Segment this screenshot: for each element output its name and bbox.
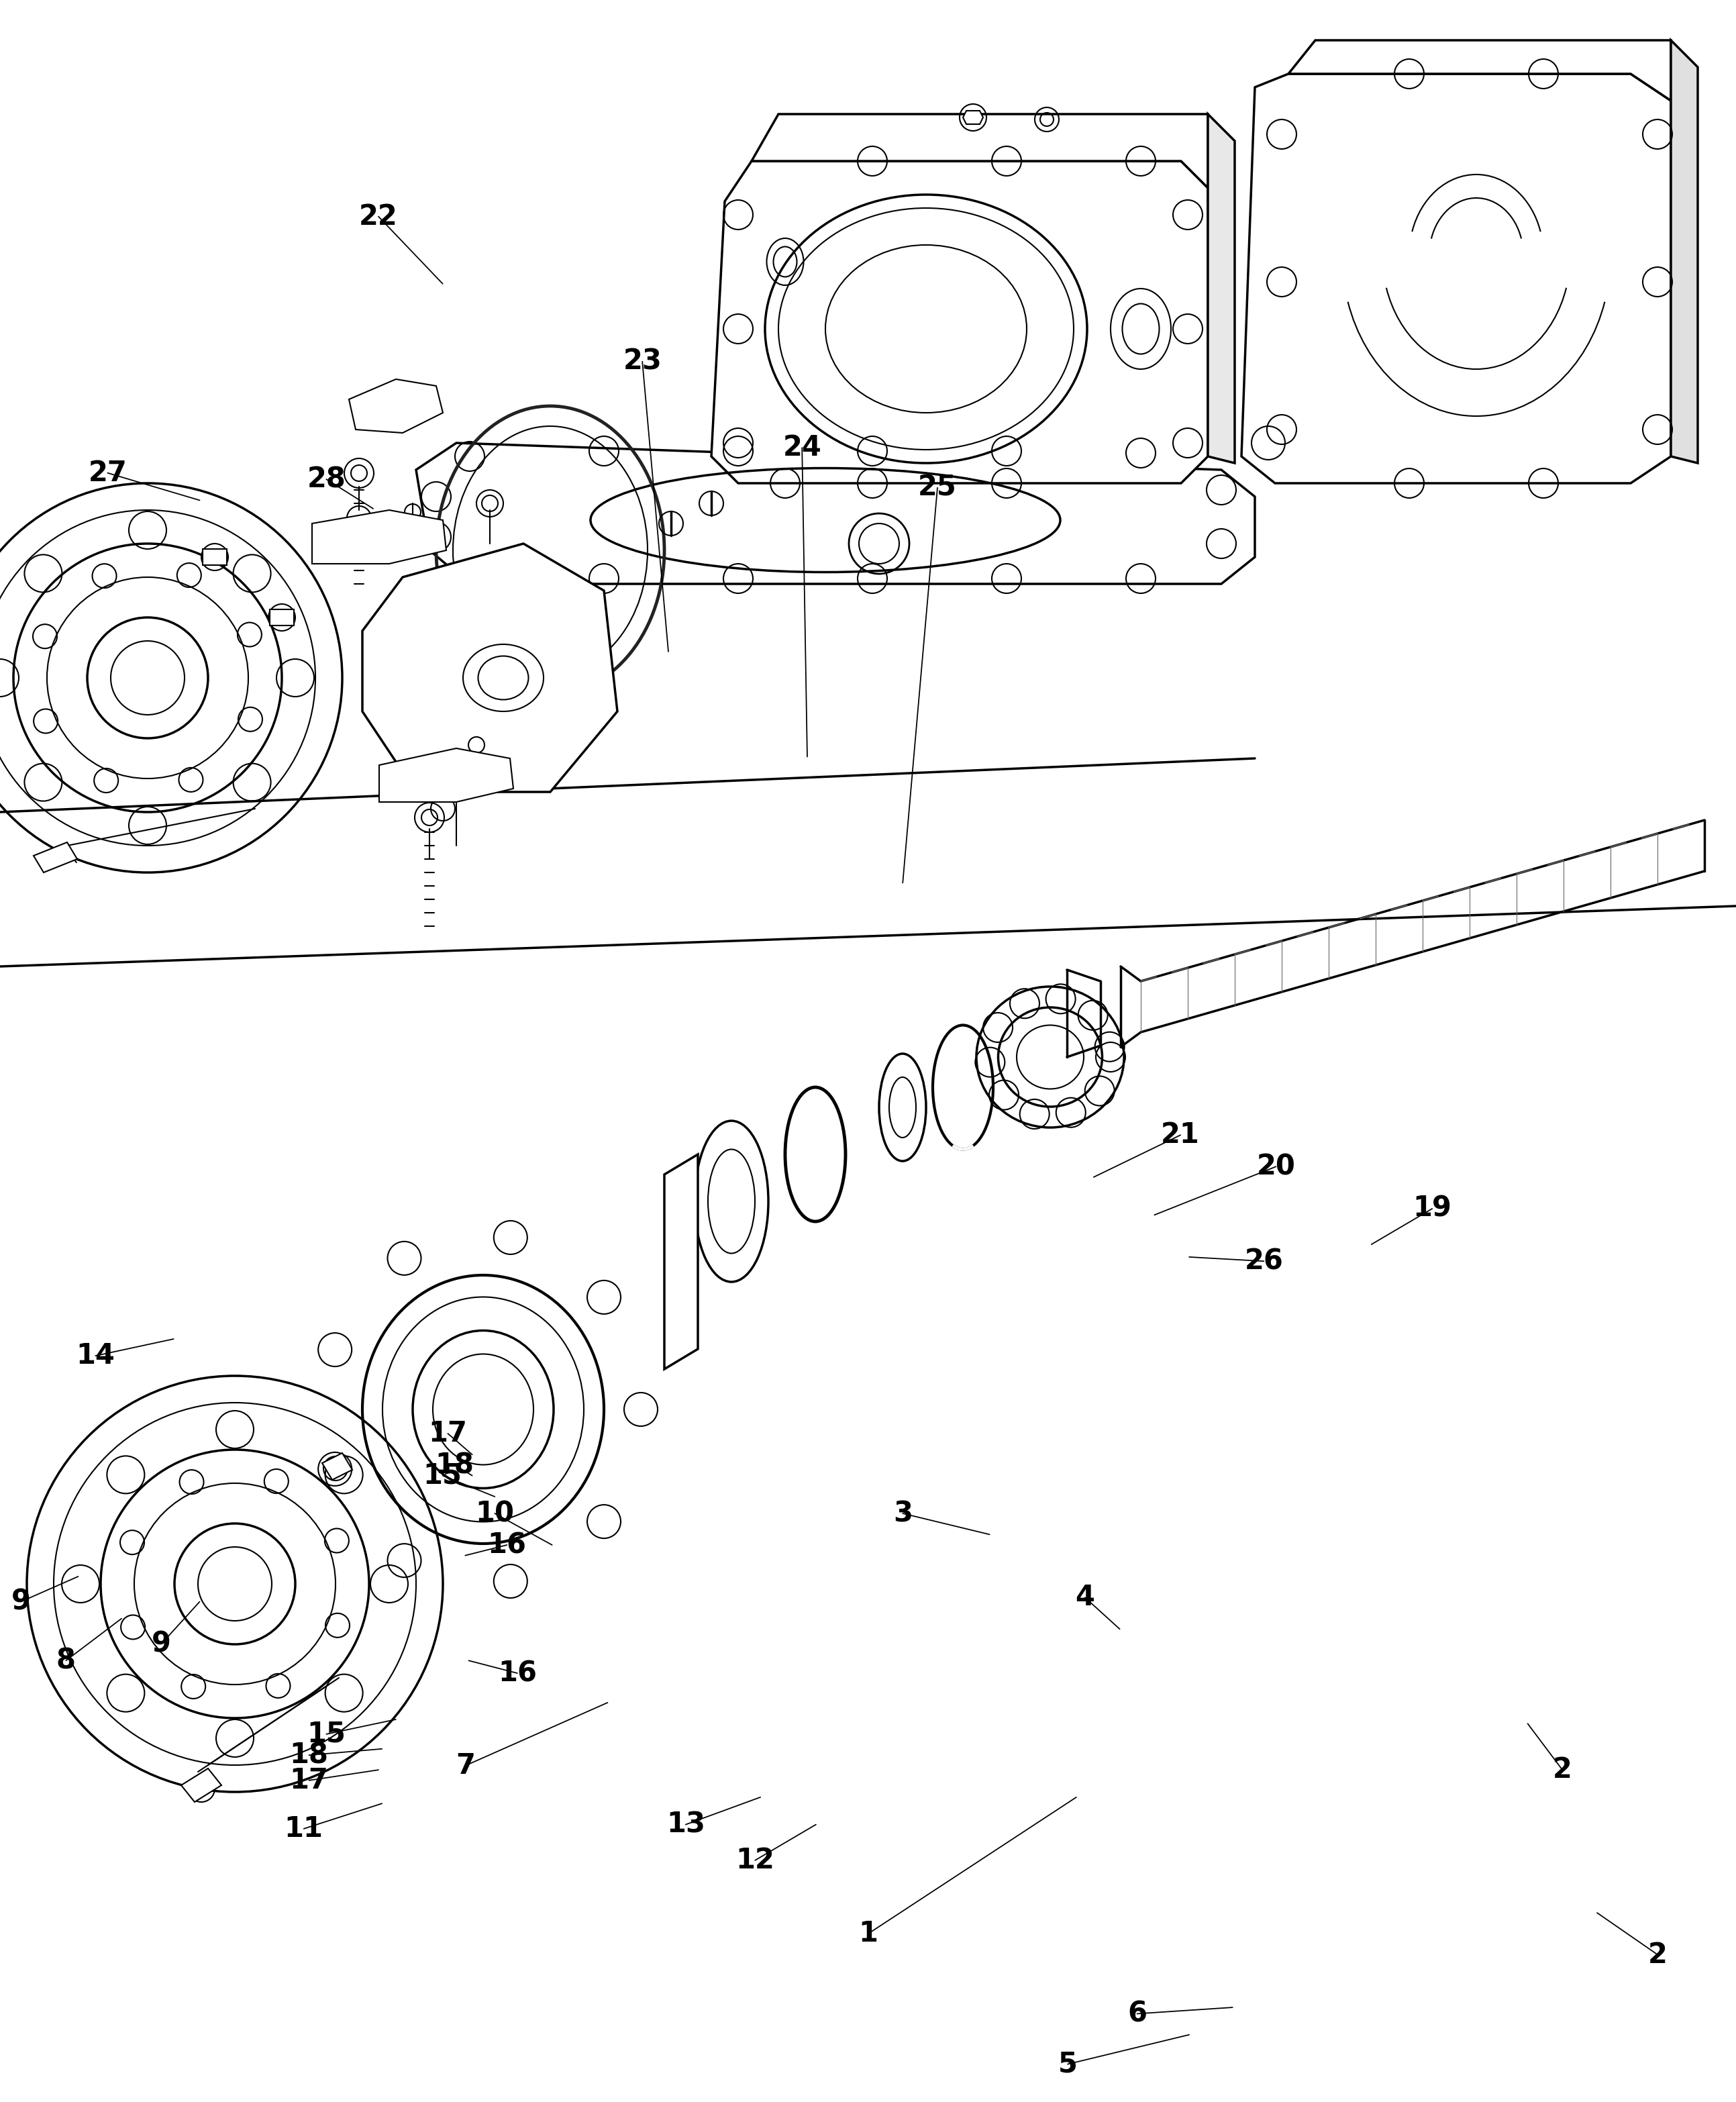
Text: 8: 8 (56, 1646, 76, 1675)
Text: 16: 16 (488, 1530, 526, 1560)
Polygon shape (312, 511, 446, 563)
Polygon shape (1208, 114, 1234, 462)
Polygon shape (203, 549, 227, 565)
Text: 2: 2 (1552, 1755, 1573, 1785)
Text: 19: 19 (1413, 1194, 1451, 1223)
Text: 20: 20 (1257, 1152, 1295, 1181)
Text: 27: 27 (89, 458, 127, 488)
Polygon shape (349, 378, 443, 433)
Polygon shape (269, 610, 293, 626)
Polygon shape (963, 111, 983, 124)
Text: 11: 11 (285, 1814, 323, 1843)
Polygon shape (323, 1452, 352, 1480)
Polygon shape (363, 544, 618, 792)
Polygon shape (417, 444, 1255, 584)
Text: 23: 23 (623, 347, 661, 376)
Text: 12: 12 (736, 1846, 774, 1875)
Text: 2: 2 (1647, 1940, 1668, 1970)
Polygon shape (378, 748, 514, 803)
Text: 24: 24 (783, 433, 821, 462)
Text: 14: 14 (76, 1341, 115, 1371)
Text: 9: 9 (10, 1587, 31, 1616)
Text: 15: 15 (307, 1719, 345, 1749)
Text: 3: 3 (892, 1499, 913, 1528)
Text: 22: 22 (359, 202, 398, 231)
Polygon shape (712, 162, 1208, 483)
Text: 21: 21 (1161, 1120, 1200, 1150)
Text: 18: 18 (290, 1740, 328, 1770)
Polygon shape (752, 114, 1208, 187)
Circle shape (967, 111, 979, 124)
Text: 17: 17 (429, 1419, 467, 1448)
Text: 9: 9 (151, 1629, 172, 1658)
Text: 13: 13 (667, 1810, 705, 1839)
Text: 26: 26 (1245, 1246, 1283, 1276)
Text: 10: 10 (476, 1499, 514, 1528)
Text: 4: 4 (1075, 1583, 1095, 1612)
Text: 18: 18 (436, 1450, 474, 1480)
Text: 17: 17 (290, 1766, 328, 1795)
Polygon shape (1241, 74, 1672, 483)
Text: 16: 16 (498, 1658, 536, 1688)
Polygon shape (665, 1154, 698, 1368)
Text: 1: 1 (858, 1919, 878, 1949)
Text: 5: 5 (1057, 2049, 1078, 2079)
Text: 28: 28 (307, 465, 345, 494)
Text: 25: 25 (918, 473, 957, 502)
Polygon shape (181, 1768, 222, 1801)
Text: 7: 7 (455, 1751, 476, 1780)
Polygon shape (1672, 40, 1698, 462)
Text: 15: 15 (424, 1461, 462, 1490)
Polygon shape (33, 843, 76, 872)
Text: 6: 6 (1127, 1999, 1147, 2028)
Polygon shape (1288, 40, 1672, 101)
